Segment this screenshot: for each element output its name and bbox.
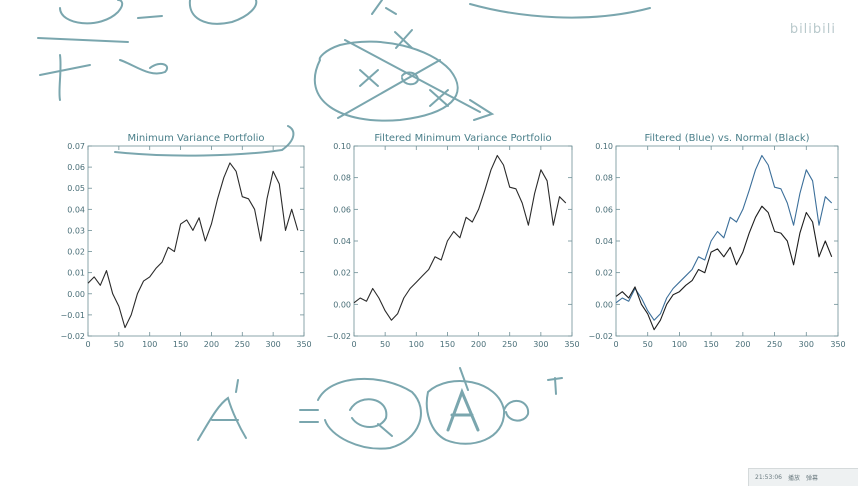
y-tick-label: 0.04	[333, 237, 351, 246]
chart-filtered-min-variance: Filtered Minimum Variance Portfolio −0.02…	[322, 128, 582, 354]
ink-equals	[299, 409, 319, 423]
y-tick-label: −0.02	[588, 332, 613, 341]
y-tick-label: 0.04	[595, 237, 613, 246]
ink-letter-a2	[197, 396, 247, 441]
ink-letter-a	[371, 0, 397, 15]
chart-min-variance: Minimum Variance Portfolio −0.02 −0.01 0.00…	[56, 128, 316, 354]
x-tick-label: 200	[204, 340, 219, 349]
y-tick-label: 0.03	[67, 226, 85, 235]
ink-circle-a	[59, 0, 124, 25]
ink-line-x	[394, 29, 413, 49]
ink-swoosh	[469, 3, 651, 19]
series-line-0	[615, 154, 833, 321]
x-tick-label: 50	[114, 340, 124, 349]
x-tick-label: 200	[735, 340, 750, 349]
x-tick-label: 100	[409, 340, 424, 349]
y-tick-label: 0.07	[67, 142, 85, 151]
x-tick-label: 0	[351, 340, 356, 349]
clock-text: 21:53:06	[755, 474, 782, 481]
y-tick-label: 0.06	[333, 205, 351, 214]
ink-curl	[119, 59, 169, 75]
x-tick-label: 150	[440, 340, 455, 349]
y-tick-label: 0.05	[67, 184, 85, 193]
y-tick-label: 0.06	[595, 205, 613, 214]
series-line-0	[353, 154, 567, 321]
y-tick-label: 0.06	[67, 163, 85, 172]
x-tick-label: 0	[613, 340, 618, 349]
y-tick-label: 0.01	[67, 269, 85, 278]
ink-node	[401, 71, 420, 86]
plot-frame	[87, 145, 305, 337]
y-tick-label: −0.01	[60, 311, 85, 320]
x-tick-label: 50	[643, 340, 653, 349]
taskbar-item-play[interactable]: 播放	[787, 475, 800, 482]
x-tick-label: 250	[767, 340, 782, 349]
ink-cross-1	[359, 69, 379, 87]
x-tick-label: 50	[380, 340, 390, 349]
taskbar: 21:53:06 播放 弹幕	[748, 468, 858, 486]
taskbar-item-danmaku[interactable]: 弹幕	[805, 475, 818, 482]
chart-title: Filtered Minimum Variance Portfolio	[374, 133, 551, 144]
ink-dash	[137, 15, 163, 19]
x-tick-label: 150	[704, 340, 719, 349]
x-tick-label: 250	[235, 340, 250, 349]
ink-letter-q	[349, 398, 393, 437]
y-tick-label: 0.04	[67, 205, 85, 214]
x-tick-label: 300	[799, 340, 814, 349]
chart-svg-0: Minimum Variance Portfolio −0.02 −0.01 0.00…	[60, 133, 311, 349]
x-tick-label: 350	[830, 340, 845, 349]
chart-svg-2: Filtered (Blue) vs. Normal (Black)−0.020…	[588, 133, 845, 349]
x-tick-label: 150	[173, 340, 188, 349]
ink-loop-2	[425, 380, 506, 445]
y-tick-label: −0.02	[326, 332, 351, 341]
ink-letter-gamma	[39, 54, 91, 101]
ink-arrow-2	[344, 39, 495, 121]
x-tick-label: 350	[296, 340, 311, 349]
chart-title: Filtered (Blue) vs. Normal (Black)	[644, 133, 809, 144]
x-tick-label: 100	[142, 340, 157, 349]
y-tick-label: 0.08	[595, 174, 613, 183]
y-tick-label: 0.00	[595, 300, 613, 309]
ink-stroke-top	[459, 367, 469, 391]
chart-svg-1: Filtered Minimum Variance Portfolio −0.02…	[326, 133, 579, 349]
y-tick-label: 0.02	[333, 269, 351, 278]
ink-title-underline	[114, 125, 295, 157]
x-tick-label: 100	[672, 340, 687, 349]
ink-cross-2	[429, 89, 449, 107]
ink-letter-a3	[446, 387, 480, 432]
y-tick-label: 0.02	[595, 269, 613, 278]
chart-filtered-vs-normal: Filtered (Blue) vs. Normal (Black) −0.02 0…	[586, 128, 850, 354]
x-tick-label: 300	[266, 340, 281, 349]
y-tick-label: 0.08	[333, 174, 351, 183]
ink-letter-t	[547, 377, 563, 395]
y-tick-label: 0.02	[67, 248, 85, 257]
y-tick-label: 0.10	[595, 142, 613, 151]
series-line-1	[615, 205, 833, 331]
y-tick-label: 0.10	[333, 142, 351, 151]
chart-title: Minimum Variance Portfolio	[127, 133, 264, 144]
x-tick-label: 200	[471, 340, 486, 349]
ink-curve-1	[188, 0, 258, 25]
ink-prime	[235, 379, 239, 393]
watermark-logo: bilibili	[789, 22, 836, 37]
y-tick-label: −0.02	[60, 332, 85, 341]
ink-letter-q2	[503, 399, 530, 422]
x-tick-label: 250	[502, 340, 517, 349]
ink-loop-1	[317, 377, 422, 450]
x-tick-label: 300	[533, 340, 548, 349]
y-tick-label: 0.00	[333, 300, 351, 309]
ink-arrow-1	[337, 59, 441, 119]
ink-fraction-bar	[37, 37, 129, 43]
x-tick-label: 350	[564, 340, 579, 349]
ink-ellipse	[313, 40, 459, 122]
x-tick-label: 0	[85, 340, 90, 349]
y-tick-label: 0.00	[67, 290, 85, 299]
series-line-0	[87, 162, 299, 329]
